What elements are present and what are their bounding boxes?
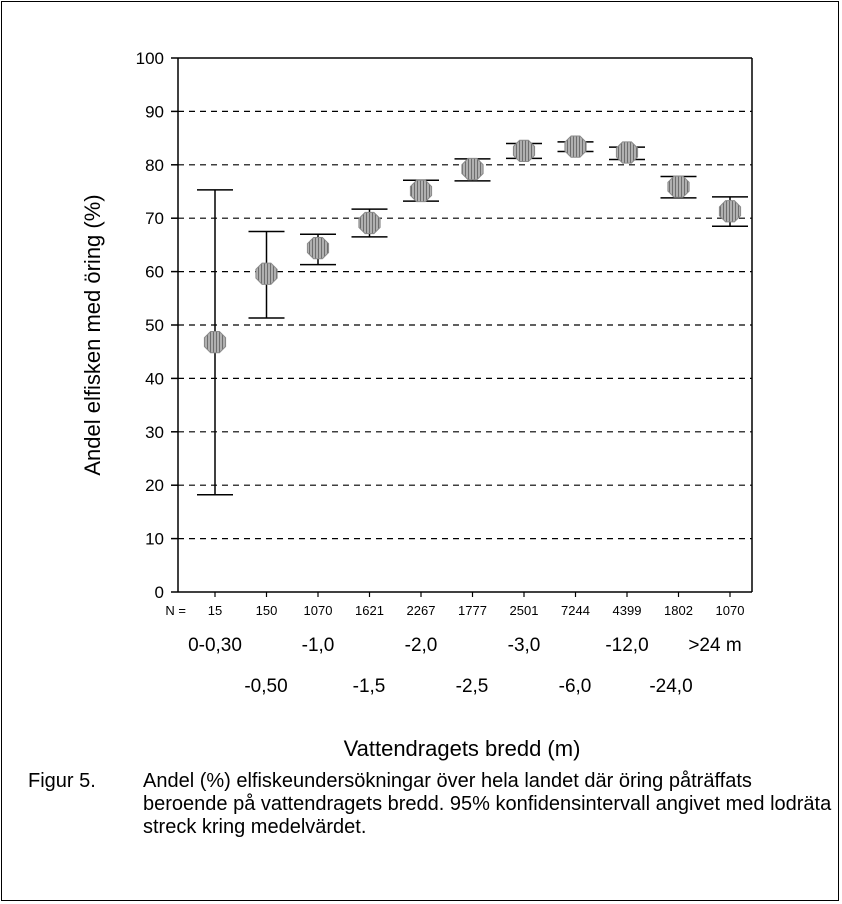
n-value: 2267 [407, 603, 436, 618]
x-category-label: -3,0 [508, 635, 541, 656]
n-value: 15 [208, 603, 222, 618]
data-point [512, 139, 536, 162]
data-point [358, 211, 381, 235]
n-value: 1070 [304, 603, 333, 618]
n-value: 150 [256, 603, 278, 618]
y-tick-label: 60 [145, 263, 164, 282]
x-category-label: -6,0 [559, 676, 592, 697]
x-axis-label: Vattendragets bredd (m) [344, 736, 581, 761]
x-category-label: -1,5 [353, 676, 386, 697]
n-value: 2501 [510, 603, 539, 618]
x-category-label: -24,0 [649, 676, 692, 697]
y-tick-label: 80 [145, 156, 164, 175]
y-tick-label: 40 [145, 369, 164, 388]
y-tick-label: 20 [145, 476, 164, 495]
data-point [255, 262, 278, 285]
y-tick-label: 100 [136, 49, 164, 68]
n-value: 1777 [458, 603, 487, 618]
y-tick-label: 10 [145, 530, 164, 549]
data-point [306, 237, 330, 260]
data-point [203, 331, 227, 354]
n-value: 4399 [613, 603, 642, 618]
x-category-label: -0,50 [244, 676, 287, 697]
x-category-label: >24 m [688, 635, 741, 656]
x-category-label: -12,0 [605, 635, 648, 656]
n-value: 1070 [716, 603, 745, 618]
y-tick-label: 70 [145, 209, 164, 228]
n-value: 7244 [561, 603, 590, 618]
n-label: N = [165, 603, 186, 618]
data-point [667, 175, 690, 198]
y-tick-label: 90 [145, 102, 164, 121]
x-category-label: 0-0,30 [188, 635, 242, 656]
x-category-label: -1,0 [302, 635, 335, 656]
data-point [718, 200, 742, 223]
x-category-label: -2,5 [456, 676, 489, 697]
data-point [461, 157, 484, 181]
data-point [615, 141, 639, 164]
y-axis-label: Andel elfisken med öring (%) [80, 194, 105, 475]
x-category-label: -2,0 [405, 635, 438, 656]
caption-text: Andel (%) elfiskeundersökningar över hel… [143, 770, 832, 838]
y-tick-label: 0 [155, 583, 164, 602]
y-tick-label: 50 [145, 316, 164, 335]
data-point [409, 179, 433, 203]
n-value: 1802 [664, 603, 693, 618]
n-value: 1621 [355, 603, 384, 618]
caption-label: Figur 5. [28, 770, 96, 792]
y-tick-label: 30 [145, 423, 164, 442]
data-point [564, 135, 587, 158]
